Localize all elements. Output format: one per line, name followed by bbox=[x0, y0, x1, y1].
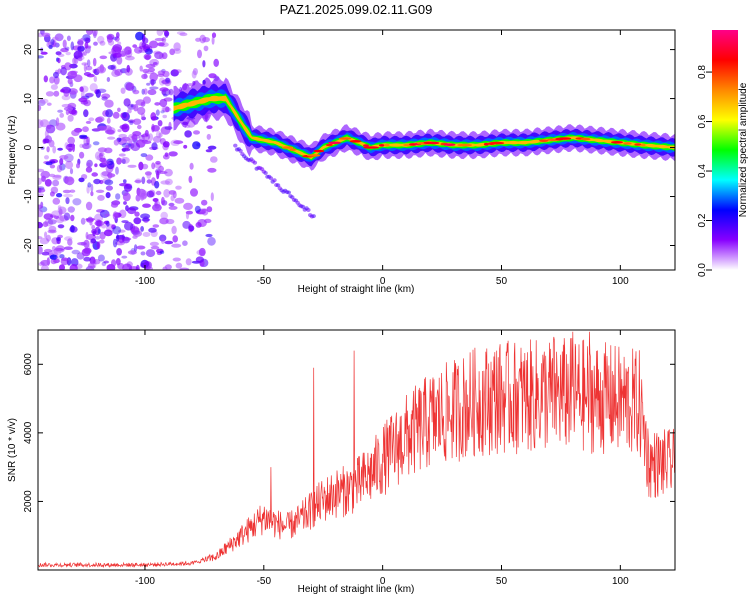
colorbar-label: Normalized spectral amplitude bbox=[738, 82, 749, 217]
snr-y-axis: 2000 4000 6000 bbox=[23, 353, 675, 513]
colorbar-tick-label: 0.4 bbox=[697, 164, 708, 178]
snr-panel: -100 -50 0 50 100 2000 4000 6000 Height of str… bbox=[7, 329, 676, 595]
snr-x-tick-label: 0 bbox=[380, 576, 386, 587]
colorbar: 0.0 0.2 0.4 0.6 0.8 Normalized spectral ampl… bbox=[697, 30, 749, 277]
colorbar-gradient bbox=[712, 30, 738, 270]
spectrogram-x-label: Height of straight line (km) bbox=[298, 284, 415, 295]
colorbar-axis: 0.0 0.2 0.4 0.6 0.8 bbox=[697, 65, 712, 277]
snr-x-axis: -100 -50 0 50 100 bbox=[135, 330, 629, 587]
spectrogram-heatmap bbox=[38, 30, 675, 270]
spectrogram-y-tick-label: 10 bbox=[23, 93, 34, 105]
spectrogram-x-tick-label: 100 bbox=[612, 276, 629, 287]
snr-x-tick-label: -50 bbox=[257, 576, 272, 587]
spectrogram-y-tick-label: -10 bbox=[23, 189, 34, 204]
snr-x-label: Height of straight line (km) bbox=[298, 584, 415, 595]
colorbar-tick-label: 0.2 bbox=[697, 213, 708, 227]
spectrogram-x-tick-label: 50 bbox=[496, 276, 508, 287]
spectrogram-x-tick-label: 0 bbox=[380, 276, 386, 287]
spectrogram-y-axis: -20 -10 0 10 20 bbox=[23, 44, 675, 253]
spectrogram-x-tick-label: -50 bbox=[257, 276, 272, 287]
spectrogram-y-tick-label: -20 bbox=[23, 238, 34, 253]
snr-x-tick-label: 100 bbox=[612, 576, 629, 587]
spectrogram-y-tick-label: 20 bbox=[23, 44, 34, 56]
snr-y-tick-label: 6000 bbox=[23, 353, 34, 376]
spectrogram-x-axis: -100 -50 0 50 100 bbox=[135, 30, 629, 287]
snr-background bbox=[38, 330, 675, 570]
spectrogram-frame bbox=[37, 29, 676, 271]
snr-y-tick-label: 4000 bbox=[23, 421, 34, 444]
snr-x-tick-label: -100 bbox=[135, 576, 155, 587]
spectrogram-y-label: Frequency (Hz) bbox=[7, 116, 18, 185]
colorbar-tick-label: 0.0 bbox=[697, 263, 708, 277]
spectrogram-y-tick-label: 0 bbox=[23, 144, 34, 150]
colorbar-tick-label: 0.6 bbox=[697, 114, 708, 128]
snr-series-line bbox=[38, 331, 675, 569]
snr-y-tick-label: 2000 bbox=[23, 490, 34, 513]
chart-title: PAZ1.2025.099.02.11.G09 bbox=[280, 2, 433, 17]
spectrogram-x-tick-label: -100 bbox=[135, 276, 155, 287]
colorbar-tick-label: 0.8 bbox=[697, 65, 708, 79]
snr-x-tick-label: 50 bbox=[496, 576, 508, 587]
snr-frame bbox=[37, 329, 676, 571]
snr-y-label: SNR (10 * v/v) bbox=[7, 418, 18, 482]
